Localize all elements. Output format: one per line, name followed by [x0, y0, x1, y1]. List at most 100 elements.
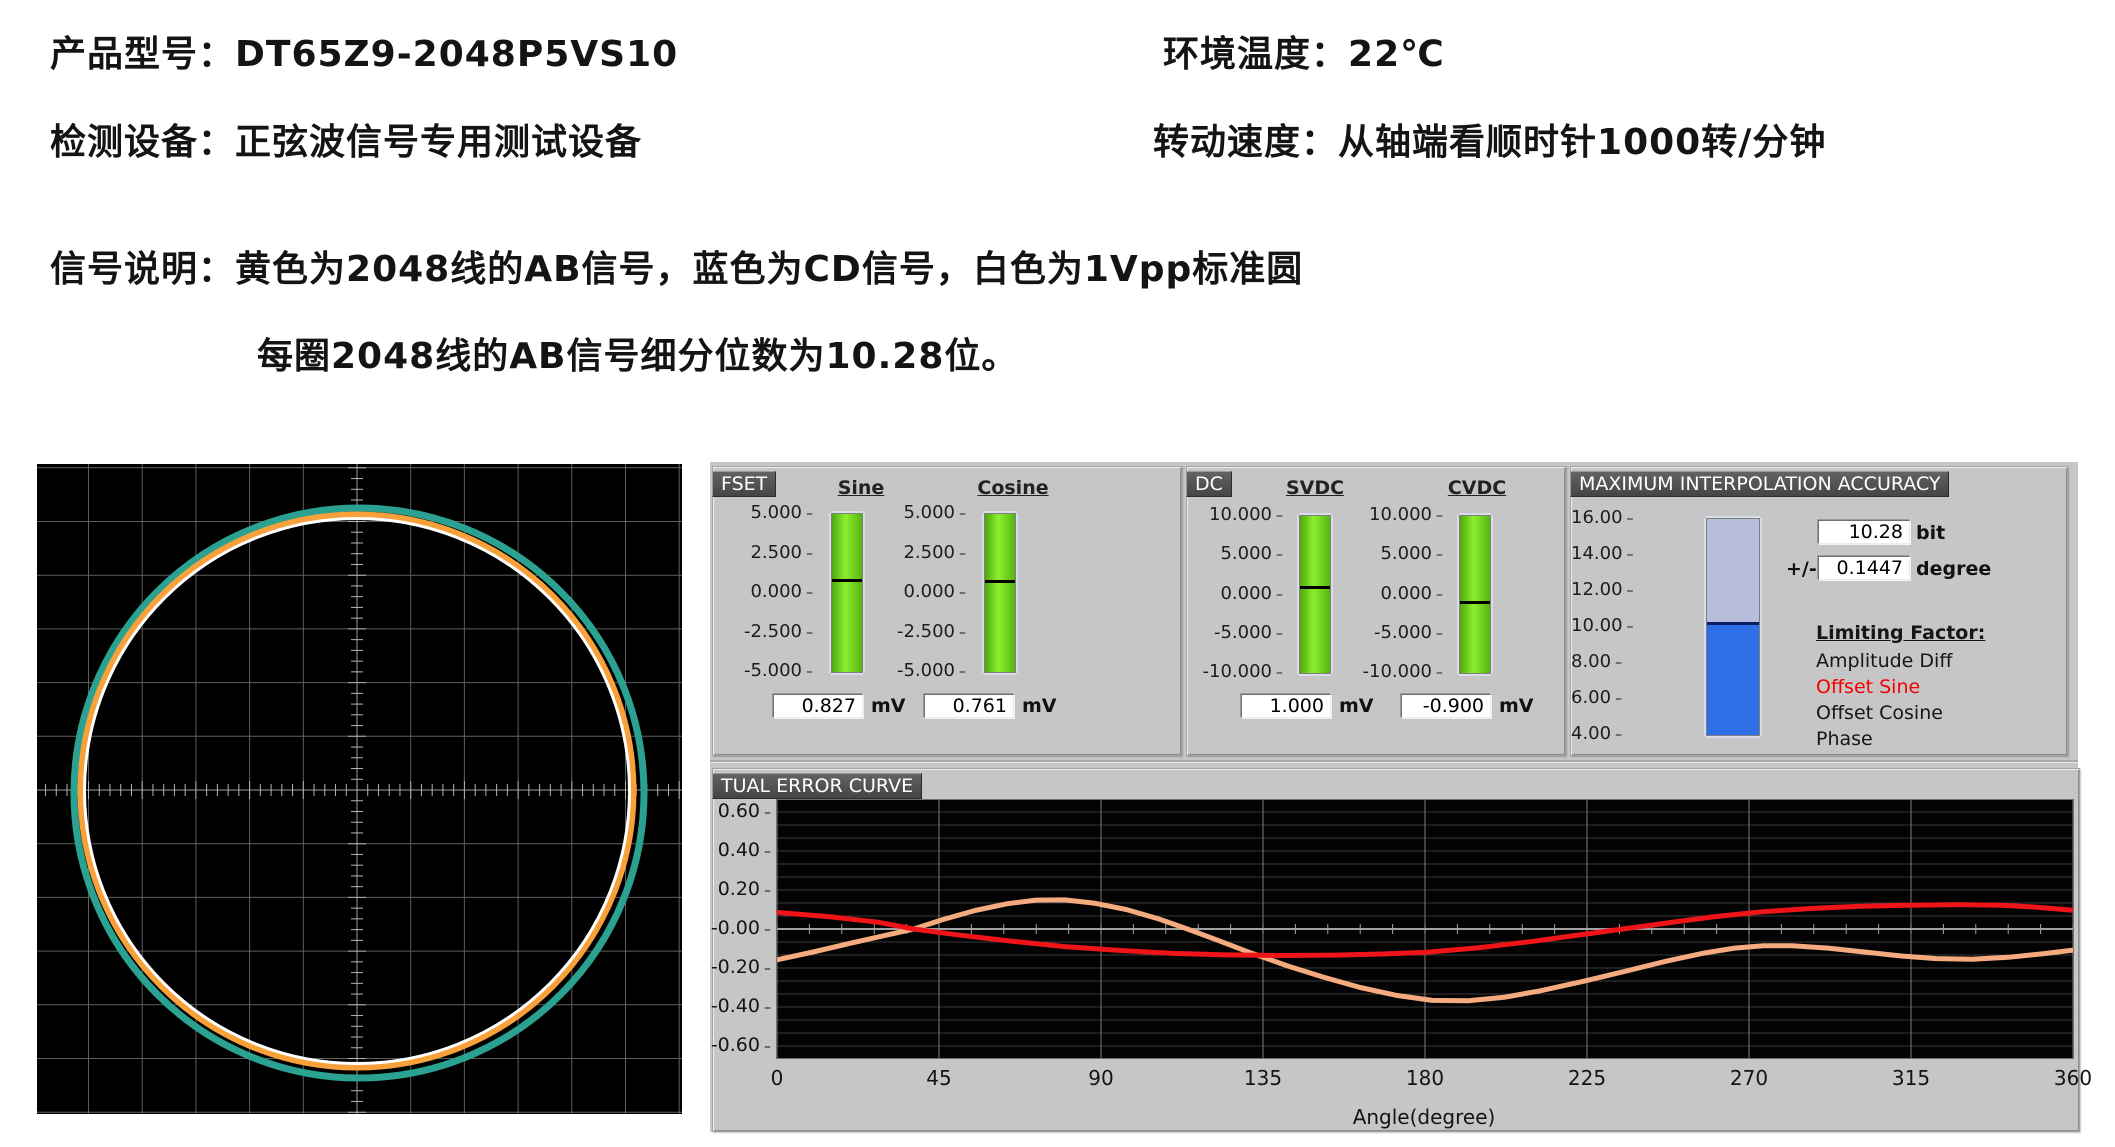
limiting-factor-item: Offset Sine — [1816, 676, 1921, 698]
limiting-factor-title: Limiting Factor: — [1816, 622, 1986, 644]
gauge-needle — [985, 579, 1015, 583]
product-model-line: 产品型号：DT65Z9-2048P5VS10 — [50, 25, 678, 77]
gauge-tick-label: -5.000 — [744, 660, 813, 681]
gauge-bar — [984, 513, 1016, 673]
sine-offset-header: Sine — [837, 477, 885, 499]
x-tick-label: 45 — [926, 1066, 952, 1090]
gauge-tick-label: -5.000 — [1214, 622, 1283, 643]
y-tick-label: 0.40 — [718, 839, 771, 861]
signal-note-text2: 每圈2048线的AB信号细分位数为10.28位。 — [257, 336, 1019, 377]
error-curve-svg — [774, 799, 2076, 1059]
gauge-needle — [1300, 585, 1330, 589]
x-tick-label: 360 — [2053, 1066, 2093, 1090]
gauge-tick-label: 2.500 — [903, 542, 966, 563]
svdc-value-field[interactable]: 1.000 — [1241, 694, 1331, 718]
gauge-bar — [831, 513, 863, 673]
gauge-tick-label: 10.000 — [1209, 504, 1283, 525]
gauge-tick-label: 0.000 — [750, 581, 813, 602]
test-device-value: 正弦波信号专用测试设备 — [235, 122, 643, 163]
gauge-tick-label: -10.000 — [1363, 661, 1443, 682]
product-model-value: DT65Z9-2048P5VS10 — [235, 34, 679, 75]
gauge-tick-label: -2.500 — [744, 621, 813, 642]
ambient-temp-label: 环境温度： — [1163, 34, 1349, 75]
x-tick-label: 135 — [1243, 1066, 1283, 1090]
cvdc-unit: mV — [1499, 695, 1534, 717]
gauge-bar — [1299, 515, 1331, 674]
limiting-factor-item: Phase — [1816, 728, 1873, 750]
gauge-tick-label: 5.000 — [1380, 543, 1443, 564]
y-tick-label: 0.20 — [718, 878, 771, 900]
y-tick-label: 0.60 — [718, 800, 771, 822]
y-tick-label: -0.40 — [711, 995, 771, 1017]
rotation-speed-value: 从轴端看顺时针1000转/分钟 — [1338, 122, 1827, 163]
signal-note-line1: 信号说明：黄色为2048线的AB信号，蓝色为CD信号，白色为1Vpp标准圆 — [50, 240, 1303, 292]
gauge-tick-label: 5.000 — [750, 502, 813, 523]
svdc-header: SVDC — [1285, 477, 1345, 499]
x-tick-label: 270 — [1729, 1066, 1769, 1090]
test-device-line: 检测设备：正弦波信号专用测试设备 — [50, 113, 642, 165]
accuracy-gauge-bar — [1706, 518, 1760, 736]
accuracy-tick-label: 10.00 — [1571, 615, 1691, 636]
sine-offset-value-field[interactable]: 0.827 — [773, 694, 863, 718]
gauge-tick-label: 0.000 — [1220, 583, 1283, 604]
gauge-tick-label: 0.000 — [1380, 583, 1443, 604]
gauge-needle — [832, 578, 862, 582]
gauge-tick-label: 5.000 — [903, 502, 966, 523]
x-axis-title: Angle(degree) — [1352, 1105, 1496, 1129]
dc-panel-title: DC — [1186, 471, 1232, 497]
signal-note-label: 信号说明： — [50, 249, 236, 290]
limiting-factor-item: Amplitude Diff — [1816, 650, 1953, 672]
y-tick-label: -0.00 — [711, 917, 771, 939]
gauge-tick-label: 5.000 — [1220, 543, 1283, 564]
gauge-tick-label: -10.000 — [1203, 661, 1283, 682]
signal-note-text1: 黄色为2048线的AB信号，蓝色为CD信号，白色为1Vpp标准圆 — [235, 249, 1304, 290]
error-curve-panel: TUAL ERROR CURVE 0.60 0.40 0.20 -0.00 -0.20 -… — [711, 768, 2092, 1132]
lissajous-circles-plot — [37, 464, 682, 1114]
sine-offset-unit: mV — [871, 695, 906, 717]
error-curve-panel-title: TUAL ERROR CURVE — [712, 773, 923, 799]
accuracy-tick-label: 6.00 — [1571, 687, 1691, 708]
accuracy-panel-title: MAXIMUM INTERPOLATION ACCURACY — [1570, 471, 1950, 497]
measurement-software-window: FSET Sine Cosine 5.000 2.500 0.000 -2.500 -5… — [710, 462, 2092, 1132]
cosine-offset-value-field[interactable]: 0.761 — [924, 694, 1014, 718]
dc-panel: DC SVDC CVDC 10.000 5.000 0.000 -5.000 -10.0… — [1186, 466, 1566, 756]
y-tick-label: -0.20 — [711, 956, 771, 978]
gauge-tick-label: -5.000 — [1374, 622, 1443, 643]
ambient-temp-line: 环境温度：22℃ — [1163, 25, 1445, 77]
offset-panel: FSET Sine Cosine 5.000 2.500 0.000 -2.500 -5… — [712, 466, 1182, 756]
x-tick-label: 180 — [1405, 1066, 1445, 1090]
accuracy-tick-label: 16.00 — [1571, 507, 1691, 528]
accuracy-tick-label: 12.00 — [1571, 579, 1691, 600]
rotation-speed-label: 转动速度： — [1153, 122, 1339, 163]
x-tick-label: 90 — [1088, 1066, 1114, 1090]
gauge-bar — [1459, 515, 1491, 674]
cvdc-value-field[interactable]: -0.900 — [1401, 694, 1491, 718]
accuracy-tick-label: 8.00 — [1571, 651, 1691, 672]
error-curve-y-axis: 0.60 0.40 0.20 -0.00 -0.20 -0.40 -0.60 — [711, 769, 771, 1131]
signal-note-line2: 每圈2048线的AB信号细分位数为10.28位。 — [257, 327, 1018, 379]
error-curve-plot — [774, 799, 2076, 1059]
accuracy-degree-value-field[interactable]: 0.1447 — [1818, 556, 1910, 580]
x-tick-label: 315 — [1891, 1066, 1931, 1090]
product-model-label: 产品型号： — [50, 34, 236, 75]
svdc-unit: mV — [1339, 695, 1374, 717]
accuracy-bit-value-field[interactable]: 10.28 — [1818, 520, 1910, 544]
limiting-factor-item: Offset Cosine — [1816, 702, 1943, 724]
plus-minus-label: +/- — [1786, 558, 1817, 580]
gauge-tick-label: 0.000 — [903, 581, 966, 602]
offset-panel-title: FSET — [712, 471, 777, 497]
accuracy-tick-label: 4.00 — [1571, 723, 1691, 744]
gauge-needle — [1460, 600, 1490, 604]
cvdc-header: CVDC — [1447, 477, 1507, 499]
x-tick-label: 0 — [770, 1066, 784, 1090]
gauge-tick-label: 10.000 — [1369, 504, 1443, 525]
ambient-temp-value: 22℃ — [1348, 34, 1445, 75]
oscilloscope-lissajous-display — [37, 464, 682, 1114]
rotation-speed-line: 转动速度：从轴端看顺时针1000转/分钟 — [1153, 113, 1826, 165]
interpolation-accuracy-panel: MAXIMUM INTERPOLATION ACCURACY 16.00 14.0… — [1570, 466, 2068, 756]
panel-divider — [710, 760, 2078, 762]
gauge-tick-label: -2.500 — [897, 621, 966, 642]
y-tick-label: -0.60 — [711, 1034, 771, 1056]
cosine-offset-unit: mV — [1022, 695, 1057, 717]
